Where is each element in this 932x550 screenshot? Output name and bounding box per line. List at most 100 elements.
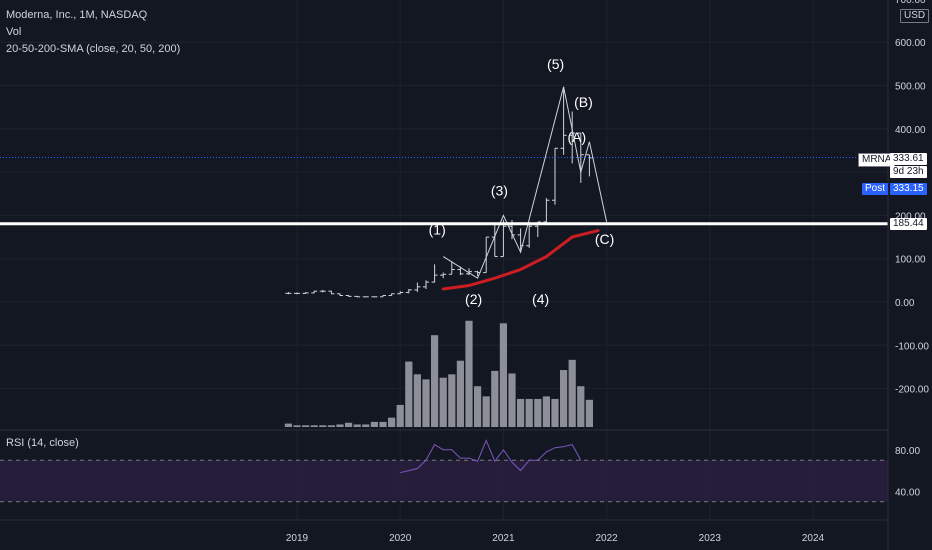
ohlc-bar (380, 295, 386, 298)
time-tick-label: 2020 (389, 533, 412, 544)
volume-bar (439, 377, 447, 427)
wave-label: (B) (574, 94, 593, 110)
elliott-wave-path (442, 86, 608, 279)
ohlc-bar (405, 289, 412, 294)
ohlc-bar (440, 272, 447, 279)
ohlc-bar (577, 132, 584, 183)
symbol-legend[interactable]: Moderna, Inc., 1M, NASDAQ (6, 9, 148, 21)
volume-bar (422, 379, 430, 427)
post-price-badge: 333.15 (890, 183, 927, 195)
time-tick-label: 2021 (492, 533, 515, 544)
volume-bar (499, 323, 507, 427)
ohlc-bar (431, 264, 438, 283)
rsi-tick-label: 40.00 (895, 487, 920, 498)
wave-label: (A) (567, 129, 586, 145)
ohlc-bar (328, 290, 335, 295)
volume-bar (388, 417, 396, 427)
wave-label: (C) (595, 231, 614, 247)
last-price-badge: 333.61 (890, 153, 927, 165)
volume-bar (542, 396, 550, 427)
volume-bar (474, 386, 482, 427)
volume-bar (336, 424, 344, 427)
ohlc-bar (294, 292, 300, 295)
volume-bar (431, 335, 439, 427)
sma-legend[interactable]: 20-50-200-SMA (close, 20, 50, 200) (6, 43, 181, 55)
rsi-band (0, 460, 888, 502)
volume-bar (448, 374, 456, 427)
ohlc-bar (448, 261, 455, 275)
price-tick-label: 400.00 (895, 125, 926, 136)
price-tick-label: 0.00 (895, 298, 915, 309)
ohlc-bar (388, 293, 395, 297)
time-tick-label: 2019 (286, 533, 309, 544)
wave-label: (2) (465, 291, 482, 307)
rsi-line (400, 439, 582, 474)
grid (0, 0, 888, 520)
ohlc-bar (285, 292, 292, 295)
wave-labels: (1) (2) (3) (4) (5) (A) (B) (C) (429, 56, 615, 307)
wave-label: (3) (491, 182, 508, 198)
price-tick-label: -200.00 (895, 385, 929, 396)
ohlc-bar (362, 296, 369, 298)
rsi-axis: 80.00 40.00 (895, 446, 920, 499)
price-tick-label: 500.00 (895, 82, 926, 93)
ohlc-bar (371, 296, 378, 298)
volume-bar (413, 374, 421, 427)
volume-bar (284, 423, 292, 427)
volume-bar (508, 373, 516, 427)
volume-bar (534, 398, 542, 427)
line-price-badge: 185.44 (890, 218, 927, 230)
post-label-badge: Post (862, 183, 889, 195)
volume-bar (379, 421, 387, 427)
volume-bar (319, 425, 327, 427)
volume-bars (284, 320, 593, 427)
volume-legend[interactable]: Vol (6, 26, 22, 38)
currency-badge[interactable]: USD (900, 9, 930, 23)
time-tick-label: 2022 (595, 533, 618, 544)
wave-label: (5) (547, 56, 564, 72)
countdown-badge: 9d 23h (890, 166, 927, 178)
time-axis[interactable]: 2019 2020 2021 2022 2023 2024 (286, 533, 825, 544)
volume-bar (362, 424, 370, 427)
volume-bar (585, 399, 593, 427)
volume-bar (370, 421, 378, 427)
volume-bar (293, 425, 301, 427)
ohlc-bar (345, 295, 352, 297)
ohlc-bar (560, 86, 567, 155)
ohlc-bar (319, 289, 326, 293)
rsi-tick-label: 80.00 (895, 446, 920, 457)
ohlc-bar (466, 268, 472, 276)
volume-bar (517, 398, 525, 427)
rsi-legend[interactable]: RSI (14, close) (6, 437, 79, 449)
ohlc-bar (337, 293, 343, 297)
volume-bar (327, 425, 335, 427)
time-tick-label: 2023 (699, 533, 722, 544)
ohlc-bar (397, 291, 404, 295)
ohlc-bar (483, 236, 490, 274)
ohlc-bar (526, 221, 533, 248)
volume-bar (353, 424, 361, 427)
ohlc-bar (423, 280, 429, 290)
wave-label: (1) (429, 222, 446, 238)
volume-bar (551, 398, 559, 427)
volume-bar (482, 396, 490, 427)
sma-line (441, 229, 600, 291)
ohlc-bar (414, 282, 421, 293)
volume-bar (396, 404, 404, 427)
wave-label: (4) (532, 291, 549, 307)
volume-bar (302, 425, 310, 427)
price-tick-label: 100.00 (895, 255, 926, 266)
ohlc-bar (354, 295, 361, 298)
price-tick-label: 700.00 (895, 0, 926, 6)
volume-bar (568, 359, 576, 427)
ohlc-bar (500, 219, 507, 258)
ohlc-bar (543, 198, 550, 225)
price-tick-label: 600.00 (895, 38, 926, 49)
price-tick-label: -100.00 (895, 341, 929, 352)
volume-bar (310, 425, 318, 427)
volume-bar (465, 320, 473, 427)
volume-bar (577, 386, 585, 427)
price-tick-label: 200.00 (895, 211, 926, 222)
ohlc-bar (311, 290, 318, 294)
